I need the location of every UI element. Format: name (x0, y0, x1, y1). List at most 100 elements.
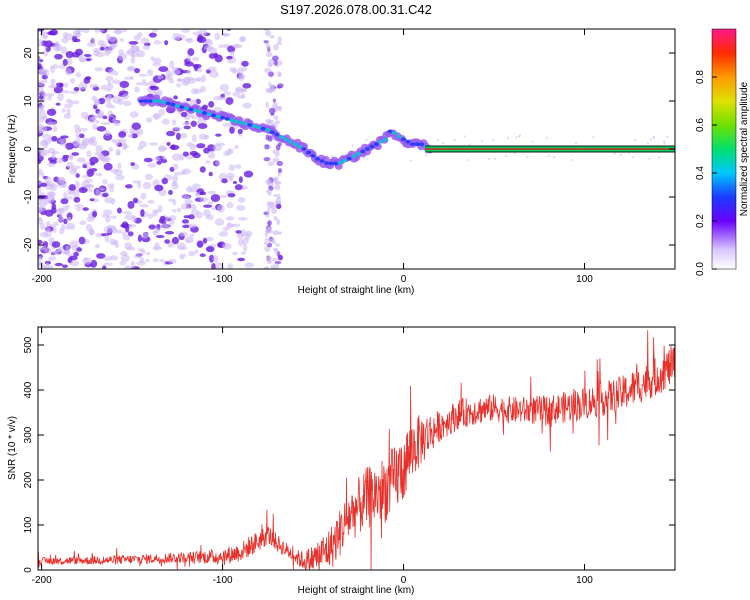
noise-blob (185, 236, 194, 244)
noise-blob (141, 232, 149, 239)
noise-blob (60, 198, 69, 205)
noise-blob (277, 167, 283, 174)
ridge-point (278, 135, 284, 139)
noise-blob (214, 218, 225, 226)
noise-blob (92, 123, 98, 130)
noise-blob (164, 239, 170, 244)
noise-blob (127, 200, 135, 209)
noise-blob (207, 190, 217, 195)
noise-blob (137, 234, 142, 243)
ridge-point (296, 144, 302, 149)
noise-blob (468, 143, 471, 146)
noise-blob (65, 222, 76, 228)
noise-blob (208, 171, 213, 177)
noise-blob (515, 136, 518, 139)
noise-blob (153, 258, 159, 263)
noise-blob (135, 128, 144, 136)
ridge-point (197, 110, 203, 114)
noise-blob (211, 263, 216, 269)
noise-blob (71, 165, 81, 170)
noise-blob (95, 119, 100, 124)
noise-blob (187, 48, 195, 57)
noise-blob (62, 32, 69, 39)
noise-blob (76, 157, 86, 163)
noise-blob (222, 226, 229, 232)
noise-blob (129, 127, 135, 134)
noise-blob (198, 29, 208, 36)
noise-blob (136, 260, 147, 266)
noise-blob (73, 204, 84, 208)
noise-blob (86, 169, 94, 177)
noise-blob (172, 126, 182, 131)
noise-blob (121, 231, 127, 237)
noise-blob (76, 136, 81, 144)
noise-blob (176, 78, 184, 82)
noise-blob (187, 113, 194, 118)
colorbar-label: Normalized spectral amplitude (739, 81, 750, 216)
noise-blob (86, 216, 95, 222)
noise-blob (64, 103, 71, 109)
noise-blob (185, 185, 193, 193)
noise-blob (229, 50, 235, 56)
noise-blob (505, 154, 508, 158)
y-tick-label: 300 (23, 426, 34, 443)
ridge-point (414, 142, 420, 146)
ridge-point (410, 142, 416, 146)
noise-blob (243, 170, 254, 178)
noise-blob (186, 142, 194, 147)
noise-blob (159, 215, 166, 222)
noise-blob (574, 142, 578, 145)
noise-blob (232, 43, 240, 49)
ridge-point (342, 158, 348, 163)
noise-blob (44, 246, 52, 254)
noise-blob (149, 85, 157, 89)
ridge-point (401, 137, 407, 142)
ridge-point (315, 157, 321, 161)
noise-blob (160, 223, 170, 230)
noise-blob (663, 142, 666, 145)
noise-blob (197, 123, 208, 129)
noise-blob (184, 38, 193, 42)
noise-blob (436, 138, 440, 141)
noise-blob (84, 239, 90, 245)
noise-blob (189, 150, 199, 156)
noise-blob (221, 178, 228, 184)
noise-blob (102, 115, 108, 120)
noise-blob (59, 142, 68, 146)
noise-blob (104, 197, 114, 204)
noise-blob (649, 138, 653, 141)
noise-blob (227, 193, 236, 198)
noise-blob (180, 111, 188, 118)
noise-blob (277, 142, 282, 147)
noise-blob (241, 92, 246, 99)
noise-blob (362, 156, 366, 160)
ridge-point (233, 119, 239, 124)
noise-blob (182, 151, 189, 157)
noise-blob (242, 237, 249, 245)
noise-blob (212, 255, 219, 263)
ridge-point (201, 111, 207, 115)
ridge-point (396, 134, 402, 139)
noise-blob (218, 172, 228, 181)
noise-blob (518, 134, 522, 137)
noise-blob (122, 100, 132, 107)
noise-blob (129, 111, 140, 118)
noise-blob (61, 250, 70, 255)
noise-blob (40, 149, 50, 156)
noise-blob (47, 162, 56, 167)
noise-blob (109, 255, 119, 261)
noise-blob (97, 39, 106, 46)
noise-blob (38, 159, 42, 165)
noise-blob (104, 235, 110, 243)
noise-blob (153, 40, 162, 45)
colorbar: 0.0 0.2 0.4 0.6 0.8 Normalized spectral ampl… (695, 28, 750, 276)
colorbar-tick-label: 0.6 (695, 118, 706, 132)
noise-blob (229, 67, 237, 73)
noise-blob (133, 34, 141, 41)
noise-blob (265, 214, 270, 218)
noise-blob (95, 51, 105, 58)
noise-blob (153, 227, 161, 234)
noise-blob (140, 208, 145, 217)
noise-blob (277, 71, 281, 78)
